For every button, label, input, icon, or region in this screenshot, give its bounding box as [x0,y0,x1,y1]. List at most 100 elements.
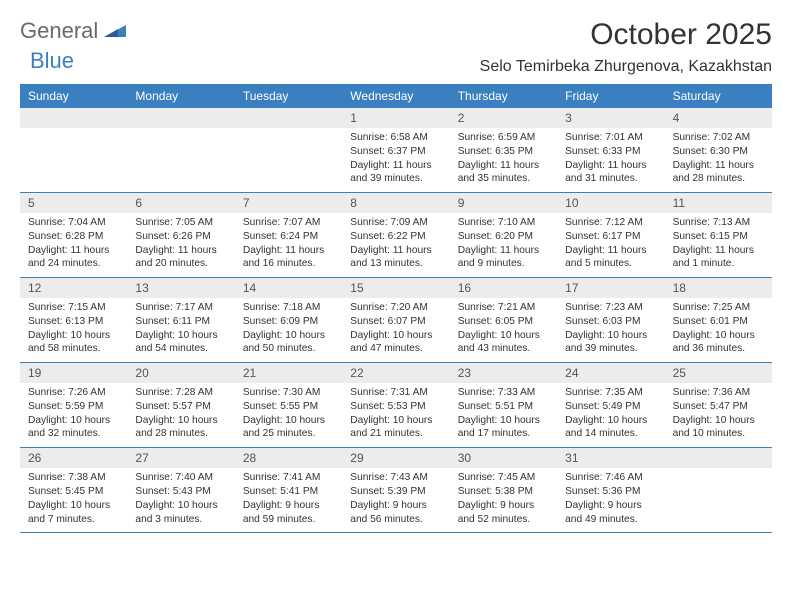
cell-body: Sunrise: 7:45 AMSunset: 5:38 PMDaylight:… [450,468,557,532]
sunrise-text: Sunrise: 7:10 AM [458,216,549,230]
calendar-cell [127,108,234,192]
sunset-text: Sunset: 5:41 PM [243,485,334,499]
daylight1-text: Daylight: 11 hours [350,244,441,258]
cell-body: Sunrise: 7:30 AMSunset: 5:55 PMDaylight:… [235,383,342,447]
day-number: 9 [450,193,557,213]
cell-body: Sunrise: 7:04 AMSunset: 6:28 PMDaylight:… [20,213,127,277]
daylight1-text: Daylight: 10 hours [28,329,119,343]
calendar-cell: 7Sunrise: 7:07 AMSunset: 6:24 PMDaylight… [235,193,342,277]
daylight1-text: Daylight: 11 hours [565,244,656,258]
logo-triangle-icon [104,21,126,42]
sunrise-text: Sunrise: 7:17 AM [135,301,226,315]
day-number: 7 [235,193,342,213]
weeks-container: 1Sunrise: 6:58 AMSunset: 6:37 PMDaylight… [20,108,772,533]
daylight2-text: and 58 minutes. [28,342,119,356]
day-number: 11 [665,193,772,213]
sunrise-text: Sunrise: 7:02 AM [673,131,764,145]
daylight1-text: Daylight: 11 hours [673,159,764,173]
calendar-cell: 16Sunrise: 7:21 AMSunset: 6:05 PMDayligh… [450,278,557,362]
weekday-label: Saturday [665,84,772,108]
day-number: 3 [557,108,664,128]
sunrise-text: Sunrise: 7:45 AM [458,471,549,485]
calendar-cell: 17Sunrise: 7:23 AMSunset: 6:03 PMDayligh… [557,278,664,362]
calendar-cell: 29Sunrise: 7:43 AMSunset: 5:39 PMDayligh… [342,448,449,532]
calendar-week: 5Sunrise: 7:04 AMSunset: 6:28 PMDaylight… [20,193,772,278]
sunrise-text: Sunrise: 7:09 AM [350,216,441,230]
calendar-cell: 4Sunrise: 7:02 AMSunset: 6:30 PMDaylight… [665,108,772,192]
sunrise-text: Sunrise: 7:46 AM [565,471,656,485]
sunrise-text: Sunrise: 7:18 AM [243,301,334,315]
daylight2-text: and 28 minutes. [135,427,226,441]
sunrise-text: Sunrise: 7:30 AM [243,386,334,400]
daylight2-text: and 39 minutes. [565,342,656,356]
sunrise-text: Sunrise: 7:15 AM [28,301,119,315]
sunrise-text: Sunrise: 7:35 AM [565,386,656,400]
sunrise-text: Sunrise: 7:31 AM [350,386,441,400]
daylight1-text: Daylight: 10 hours [565,329,656,343]
daylight2-text: and 31 minutes. [565,172,656,186]
daylight1-text: Daylight: 10 hours [28,414,119,428]
daylight2-text: and 49 minutes. [565,513,656,527]
sunrise-text: Sunrise: 7:26 AM [28,386,119,400]
daylight1-text: Daylight: 10 hours [350,414,441,428]
calendar-cell: 24Sunrise: 7:35 AMSunset: 5:49 PMDayligh… [557,363,664,447]
sunset-text: Sunset: 6:28 PM [28,230,119,244]
calendar-cell: 1Sunrise: 6:58 AMSunset: 6:37 PMDaylight… [342,108,449,192]
day-number [127,108,234,128]
daylight2-text: and 21 minutes. [350,427,441,441]
daylight2-text: and 9 minutes. [458,257,549,271]
calendar-cell: 30Sunrise: 7:45 AMSunset: 5:38 PMDayligh… [450,448,557,532]
calendar-cell [665,448,772,532]
sunset-text: Sunset: 6:09 PM [243,315,334,329]
cell-body: Sunrise: 7:38 AMSunset: 5:45 PMDaylight:… [20,468,127,532]
cell-body: Sunrise: 7:12 AMSunset: 6:17 PMDaylight:… [557,213,664,277]
sunset-text: Sunset: 6:15 PM [673,230,764,244]
cell-body: Sunrise: 7:33 AMSunset: 5:51 PMDaylight:… [450,383,557,447]
cell-body: Sunrise: 7:35 AMSunset: 5:49 PMDaylight:… [557,383,664,447]
calendar-cell: 13Sunrise: 7:17 AMSunset: 6:11 PMDayligh… [127,278,234,362]
daylight1-text: Daylight: 11 hours [243,244,334,258]
day-number: 1 [342,108,449,128]
calendar-cell [20,108,127,192]
weekday-label: Friday [557,84,664,108]
cell-body: Sunrise: 6:58 AMSunset: 6:37 PMDaylight:… [342,128,449,192]
daylight1-text: Daylight: 11 hours [135,244,226,258]
weekday-label: Monday [127,84,234,108]
cell-body: Sunrise: 7:40 AMSunset: 5:43 PMDaylight:… [127,468,234,532]
day-number: 22 [342,363,449,383]
daylight2-text: and 17 minutes. [458,427,549,441]
calendar-week: 1Sunrise: 6:58 AMSunset: 6:37 PMDaylight… [20,108,772,193]
daylight2-text: and 5 minutes. [565,257,656,271]
sunrise-text: Sunrise: 6:59 AM [458,131,549,145]
calendar-cell: 26Sunrise: 7:38 AMSunset: 5:45 PMDayligh… [20,448,127,532]
day-number: 29 [342,448,449,468]
day-number: 31 [557,448,664,468]
page-header: General October 2025 Selo Temirbeka Zhur… [20,18,772,76]
calendar-cell: 27Sunrise: 7:40 AMSunset: 5:43 PMDayligh… [127,448,234,532]
sunset-text: Sunset: 6:33 PM [565,145,656,159]
cell-body-empty [20,128,127,155]
day-number: 26 [20,448,127,468]
calendar-cell: 20Sunrise: 7:28 AMSunset: 5:57 PMDayligh… [127,363,234,447]
sunset-text: Sunset: 5:43 PM [135,485,226,499]
sunset-text: Sunset: 6:26 PM [135,230,226,244]
calendar-cell: 15Sunrise: 7:20 AMSunset: 6:07 PMDayligh… [342,278,449,362]
calendar-cell: 14Sunrise: 7:18 AMSunset: 6:09 PMDayligh… [235,278,342,362]
calendar-cell: 2Sunrise: 6:59 AMSunset: 6:35 PMDaylight… [450,108,557,192]
daylight1-text: Daylight: 11 hours [28,244,119,258]
sunrise-text: Sunrise: 7:38 AM [28,471,119,485]
cell-body-empty [235,128,342,155]
cell-body: Sunrise: 7:20 AMSunset: 6:07 PMDaylight:… [342,298,449,362]
sunrise-text: Sunrise: 7:07 AM [243,216,334,230]
cell-body: Sunrise: 7:36 AMSunset: 5:47 PMDaylight:… [665,383,772,447]
sunrise-text: Sunrise: 7:01 AM [565,131,656,145]
calendar-cell: 12Sunrise: 7:15 AMSunset: 6:13 PMDayligh… [20,278,127,362]
sunset-text: Sunset: 6:20 PM [458,230,549,244]
day-number: 14 [235,278,342,298]
sunrise-text: Sunrise: 6:58 AM [350,131,441,145]
logo-text-blue: Blue [30,48,74,73]
cell-body: Sunrise: 7:05 AMSunset: 6:26 PMDaylight:… [127,213,234,277]
cell-body: Sunrise: 7:23 AMSunset: 6:03 PMDaylight:… [557,298,664,362]
sunrise-text: Sunrise: 7:05 AM [135,216,226,230]
sunrise-text: Sunrise: 7:20 AM [350,301,441,315]
